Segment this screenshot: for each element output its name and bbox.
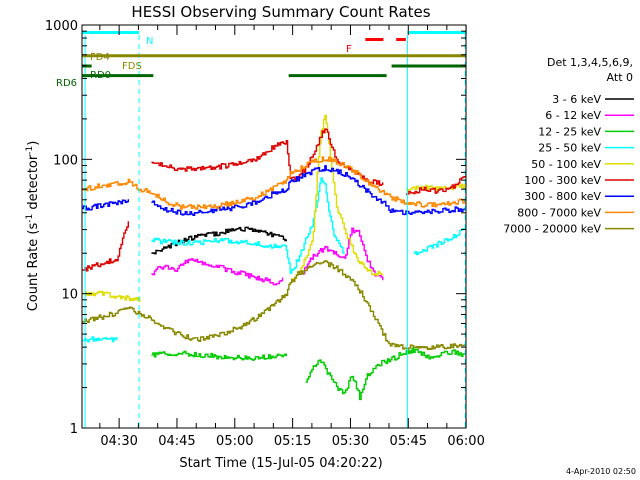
legend-label: 7000 - 20000 keV bbox=[503, 223, 601, 236]
series-line bbox=[151, 226, 287, 255]
series-line bbox=[405, 183, 466, 192]
legend-label: 3 - 6 keV bbox=[552, 93, 601, 106]
y-axis-label-end: ) bbox=[26, 141, 41, 146]
x-tick-label: 05:45 bbox=[390, 434, 427, 449]
series-line bbox=[290, 114, 384, 284]
y-tick-label: 10 bbox=[61, 288, 78, 303]
flag-label: RD0 bbox=[90, 70, 111, 81]
y-axis-label-sup2: -1 bbox=[25, 146, 35, 155]
chart-title: HESSI Observing Summary Count Rates bbox=[131, 3, 430, 21]
flag-label: N bbox=[146, 36, 153, 47]
series-line bbox=[405, 174, 466, 195]
x-tick-label: 06:00 bbox=[447, 434, 484, 449]
series-line bbox=[301, 227, 384, 281]
y-tick-label: 1 bbox=[70, 422, 78, 437]
legend-header-line2: Att 0 bbox=[607, 71, 633, 84]
legend-label: 12 - 25 keV bbox=[538, 125, 601, 138]
y-axis-label-main: Count Rate (s bbox=[26, 223, 41, 312]
x-tick-label: 05:00 bbox=[216, 434, 253, 449]
flag-label: F bbox=[346, 44, 352, 55]
series-line bbox=[82, 290, 141, 302]
y-tick-label: 100 bbox=[53, 153, 78, 168]
legend-label: 50 - 100 keV bbox=[531, 158, 601, 171]
legend-label: 300 - 800 keV bbox=[524, 190, 601, 203]
y-axis-label-mid: detector bbox=[26, 154, 41, 214]
series-line bbox=[151, 128, 384, 186]
flag-layer: N F FD4 FDS RD0 RD6 bbox=[56, 30, 466, 428]
x-tick-label: 04:30 bbox=[100, 434, 137, 449]
flag-label: RD6 bbox=[56, 78, 77, 89]
legend-label: 100 - 300 keV bbox=[524, 174, 601, 187]
flag-label: FD4 bbox=[90, 52, 110, 63]
x-tick-label: 04:45 bbox=[158, 434, 195, 449]
footer-date: 4-Apr-2010 02:50 bbox=[566, 467, 636, 476]
legend-header-line1: Det 1,3,4,5,6,9, bbox=[547, 56, 633, 69]
x-axis-label: Start Time (15-Jul-05 04:20:22) bbox=[179, 456, 382, 471]
series-line bbox=[151, 350, 287, 361]
y-axis-label: Count Rate (s-1 detector-1) bbox=[25, 141, 41, 312]
y-tick-label: 1000 bbox=[45, 19, 78, 34]
legend-label: 800 - 7000 keV bbox=[517, 206, 601, 219]
series-line bbox=[82, 336, 118, 343]
data-layer bbox=[82, 114, 466, 401]
y-axis-label-sup1: -1 bbox=[25, 214, 35, 223]
plot-frame bbox=[81, 24, 467, 429]
x-tick-label: 05:15 bbox=[274, 434, 311, 449]
axis-layer: 1 10 100 1000 04:30 04:45 05:00 05:15 05:30 05:45… bbox=[45, 19, 485, 449]
x-tick-label: 05:30 bbox=[332, 434, 369, 449]
series-line bbox=[305, 347, 466, 401]
flag-label: FDS bbox=[122, 61, 142, 72]
legend-label: 6 - 12 keV bbox=[545, 109, 601, 122]
series-line bbox=[82, 260, 466, 351]
series-line bbox=[151, 177, 345, 274]
series-line bbox=[82, 156, 466, 210]
legend-label: 25 - 50 keV bbox=[538, 142, 601, 155]
series-line bbox=[413, 226, 466, 256]
series-line bbox=[151, 258, 284, 286]
series-line bbox=[82, 221, 129, 272]
series-line bbox=[82, 199, 129, 211]
legend: 3 - 6 keV 6 - 12 keV 12 - 25 keV 25 - 50 ke… bbox=[503, 93, 634, 236]
series-line bbox=[151, 165, 466, 216]
